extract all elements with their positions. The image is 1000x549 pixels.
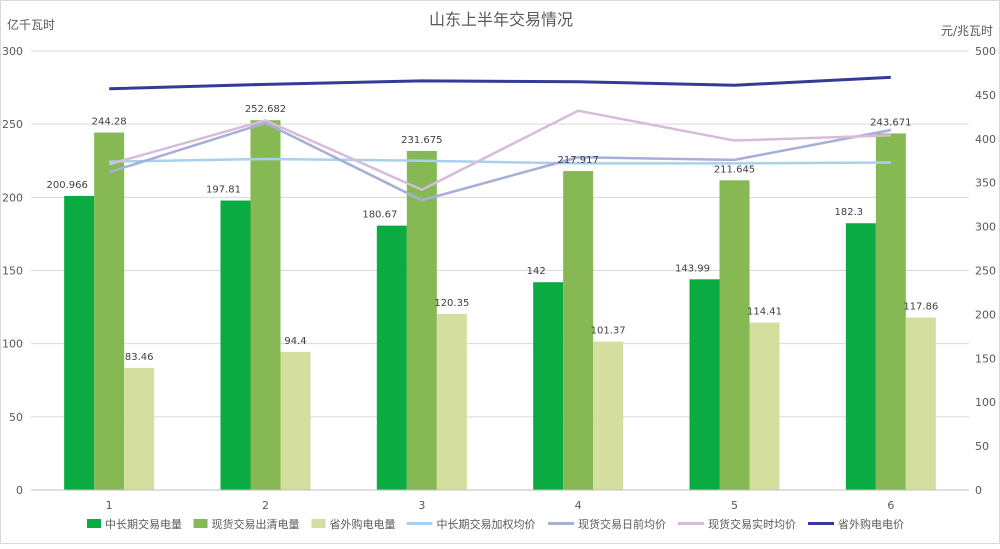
- legend-label: 现货交易出清电量: [212, 517, 300, 531]
- bar-data-label: 182.3: [835, 207, 864, 218]
- bar-data-label: 94.4: [284, 336, 306, 347]
- bar: [280, 351, 311, 490]
- legend-label: 现货交易实时均价: [708, 517, 796, 531]
- bar: [124, 367, 155, 490]
- y-tick-label: 250: [2, 118, 23, 131]
- y-tick-label: 150: [2, 265, 23, 278]
- y2-tick-label: 300: [975, 221, 996, 234]
- y2-tick-label: 50: [975, 440, 989, 453]
- y-tick-label: 50: [9, 411, 23, 424]
- y2-tick-label: 200: [975, 308, 996, 321]
- y-tick-label: 300: [2, 45, 23, 58]
- legend-label: 中长期交易加权均价: [437, 517, 536, 531]
- bar-data-label: 83.46: [125, 352, 154, 363]
- bar-data-label: 200.966: [46, 180, 87, 191]
- legend-item: 现货交易日前均价: [548, 517, 666, 531]
- y2-tick-label: 150: [975, 352, 996, 365]
- y2-tick-label: 350: [975, 177, 996, 190]
- y-axis-label: 亿千瓦时: [7, 17, 55, 32]
- legend-item: 中长期交易电量: [87, 517, 182, 531]
- bar-data-label: 120.35: [434, 298, 469, 309]
- legend-label: 中长期交易电量: [105, 517, 182, 531]
- bar: [593, 341, 624, 490]
- bar-data-label: 117.86: [903, 302, 938, 313]
- bar-data-label: 142: [527, 266, 546, 277]
- bar-data-label: 244.28: [92, 117, 127, 128]
- bar-data-label: 180.67: [362, 210, 397, 221]
- legend-label: 省外购电电量: [330, 517, 396, 531]
- y2-tick-label: 0: [975, 484, 982, 497]
- y2-tick-label: 400: [975, 133, 996, 146]
- x-tick-label: 4: [575, 499, 582, 512]
- y-tick-label: 0: [16, 484, 23, 497]
- bar-data-label: 217.917: [557, 155, 598, 166]
- legend-item: 省外购电电价: [808, 517, 904, 531]
- series-line: [109, 75, 891, 91]
- legend-label: 省外购电电价: [838, 517, 904, 531]
- bar-data-label: 143.99: [675, 263, 710, 274]
- series-line: [109, 157, 891, 165]
- y2-tick-label: 100: [975, 396, 996, 409]
- legend-swatch: [193, 519, 208, 528]
- y2-tick-label: 250: [975, 265, 996, 278]
- series-line: [108, 121, 892, 202]
- bar: [250, 120, 281, 490]
- bar: [376, 225, 407, 490]
- x-tick-label: 2: [262, 499, 269, 512]
- bar-data-label: 114.41: [747, 307, 782, 318]
- bar-data-label: 101.37: [591, 326, 626, 337]
- bar-data-label: 243.671: [870, 117, 911, 128]
- bar: [845, 223, 876, 491]
- bar: [719, 180, 750, 490]
- legend-item: 中长期交易加权均价: [406, 517, 536, 531]
- bar-data-label: 231.675: [401, 135, 442, 146]
- bar: [689, 279, 720, 490]
- y2-axis-label: 元/兆瓦时: [941, 24, 993, 38]
- x-tick-label: 6: [887, 499, 894, 512]
- bar: [533, 282, 564, 490]
- legend-swatch: [311, 519, 326, 528]
- x-tick-label: 5: [731, 499, 738, 512]
- y2-tick-label: 500: [975, 45, 996, 58]
- legend-item: 省外购电电量: [311, 517, 396, 531]
- legend-item: 现货交易实时均价: [678, 517, 796, 531]
- bar: [905, 317, 936, 490]
- bar-data-label: 197.81: [206, 185, 241, 196]
- bar-data-label: 252.682: [245, 104, 286, 115]
- y-tick-label: 200: [2, 191, 23, 204]
- bar-data-label: 211.645: [714, 164, 755, 175]
- x-tick-label: 1: [106, 499, 113, 512]
- bar: [749, 322, 780, 490]
- bar: [64, 195, 95, 491]
- y-tick-label: 100: [2, 338, 23, 351]
- legend-label: 现货交易日前均价: [578, 517, 666, 531]
- x-tick-label: 3: [418, 499, 425, 512]
- bar: [563, 171, 594, 490]
- chart-title: 山东上半年交易情况: [429, 10, 573, 29]
- series-line: [108, 109, 891, 191]
- bar: [94, 132, 125, 490]
- legend-swatch: [87, 519, 101, 528]
- legend-item: 现货交易出清电量: [193, 517, 300, 531]
- bar: [436, 313, 467, 490]
- bar: [406, 150, 437, 491]
- y2-tick-label: 450: [975, 89, 996, 102]
- bar: [875, 133, 906, 490]
- bar: [220, 200, 251, 491]
